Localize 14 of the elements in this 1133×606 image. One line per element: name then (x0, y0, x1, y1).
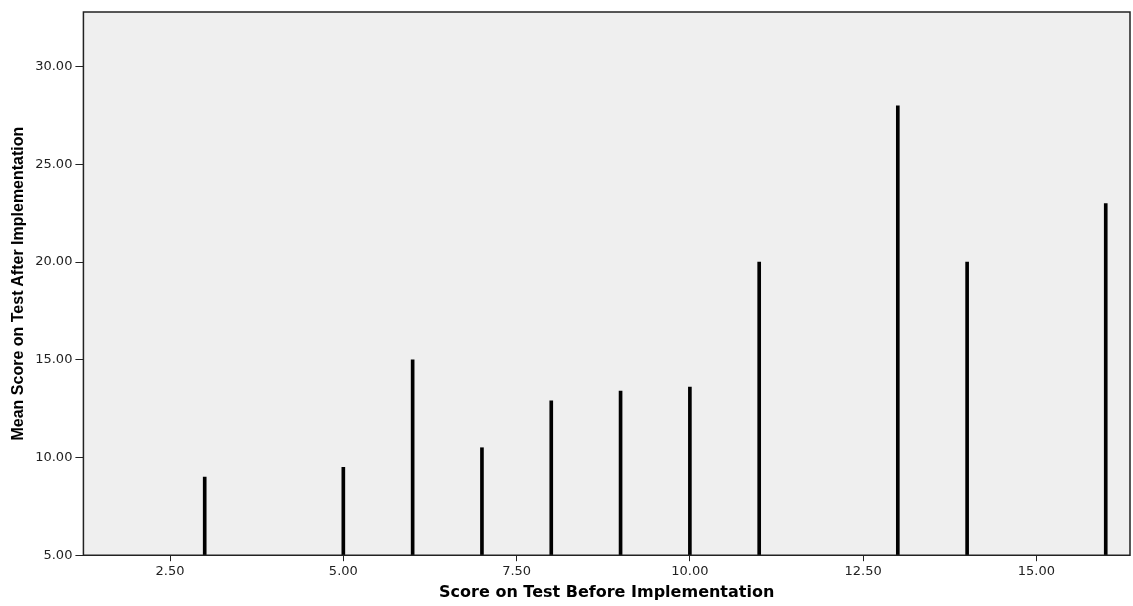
y-tick-label: 30.00 (35, 58, 73, 74)
x-tick-label: 7.50 (502, 563, 532, 579)
x-tick-label: 5.00 (328, 563, 358, 579)
y-tick-label: 10.00 (35, 448, 73, 464)
y-tick-label: 20.00 (35, 253, 73, 269)
y-tick-label: 15.00 (35, 351, 73, 367)
x-tick-label: 15.00 (1017, 563, 1056, 579)
y-tick-label: 5.00 (43, 546, 73, 562)
x-tick-label: 12.50 (844, 563, 882, 579)
x-axis-title: Score on Test Before Implementation (439, 581, 775, 601)
y-axis-title: Mean Score on Test After Implementation (9, 126, 27, 441)
x-tick-label: 2.50 (155, 563, 185, 579)
y-tick-label: 25.00 (35, 155, 73, 171)
x-tick-label: 10.00 (671, 563, 709, 579)
